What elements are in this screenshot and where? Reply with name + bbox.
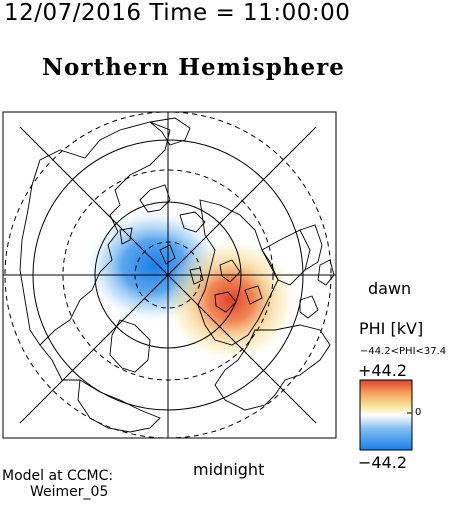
coastlines (19, 117, 335, 433)
model-name-label: Weimer_05 (30, 484, 109, 500)
colorbar-zero-label: 0 (415, 407, 422, 418)
colorbar-variable-label: PHI [kV] (359, 319, 424, 338)
model-source-label: Model at CCMC: (2, 468, 114, 484)
midnight-label: midnight (193, 460, 265, 479)
colorbar-max-label: +44.2 (358, 361, 408, 380)
colorbar-min-label: −44.2 (358, 453, 408, 472)
dawn-label: dawn (368, 279, 412, 298)
datetime-title: 12/07/2016 Time = 11:00:00 (4, 0, 351, 26)
potential-cell-positive (165, 238, 297, 362)
hemisphere-title: Northern Hemisphere (42, 54, 345, 81)
local-time-meridians (3, 112, 336, 438)
colorbar-range-text: −44.2<PHI<37.4 (360, 346, 447, 357)
colorbar-gradient (359, 379, 413, 451)
